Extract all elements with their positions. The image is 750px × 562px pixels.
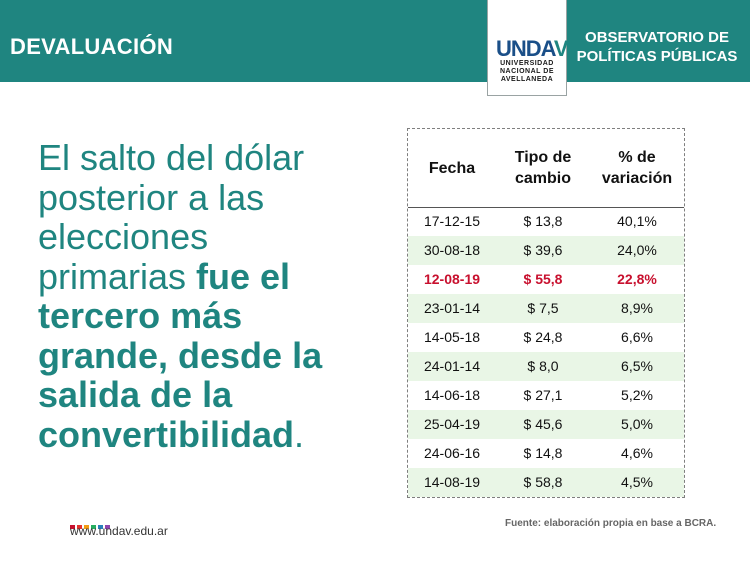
cell-variacion: 5,0% bbox=[621, 416, 653, 432]
cell-fecha: 23-01-14 bbox=[423, 300, 481, 316]
table-row: 23-01-14 $ 7,5 8,9% bbox=[408, 294, 684, 323]
cell-tipo-de-cambio: $ 55,8 bbox=[523, 271, 563, 287]
cell-fecha: 24-06-16 bbox=[423, 445, 481, 461]
table-row: 24-01-14 $ 8,0 6,5% bbox=[408, 352, 684, 381]
cell-variacion: 5,2% bbox=[621, 387, 653, 403]
cell-variacion: 4,5% bbox=[621, 474, 653, 490]
cell-tipo-de-cambio: $ 39,6 bbox=[523, 242, 563, 258]
headline-line-3: elecciones bbox=[38, 216, 209, 257]
table-row: 17-12-15 $ 13,8 40,1% bbox=[408, 207, 684, 236]
color-dot bbox=[105, 525, 110, 529]
table-row: 30-08-18 $ 39,6 24,0% bbox=[408, 236, 684, 265]
logo-line-1: UNIVERSIDAD bbox=[500, 60, 554, 67]
observatorio-line-1: OBSERVATORIO DE bbox=[585, 29, 729, 46]
cell-fecha: 30-08-18 bbox=[423, 242, 481, 258]
headline: El salto del dólar posterior a las elecc… bbox=[38, 138, 368, 454]
table-row: 14-06-18 $ 27,1 5,2% bbox=[408, 381, 684, 410]
cell-fecha: 14-05-18 bbox=[423, 329, 481, 345]
cell-tipo-de-cambio: $ 58,8 bbox=[523, 474, 563, 490]
cell-variacion: 22,8% bbox=[617, 271, 657, 287]
devaluation-table: Fecha Tipo de cambio % de variación 17-12-… bbox=[407, 128, 685, 498]
cell-tipo-de-cambio: $ 45,6 bbox=[523, 416, 563, 432]
color-dot bbox=[70, 525, 75, 529]
cell-variacion: 4,6% bbox=[621, 445, 653, 461]
logo-line-3: AVELLANEDA bbox=[500, 76, 554, 83]
headline-line-6: grande, desde la bbox=[38, 334, 323, 376]
cell-tipo-de-cambio: $ 7,5 bbox=[527, 300, 559, 316]
table-row: 14-08-19 $ 58,8 4,5% bbox=[408, 468, 684, 497]
header-tipo-de-cambio: Tipo de cambio bbox=[514, 149, 572, 187]
table-row: 14-05-18 $ 24,8 6,6% bbox=[408, 323, 684, 352]
headline-line-4: primarias fue el bbox=[38, 255, 291, 297]
cell-tipo-de-cambio: $ 8,0 bbox=[527, 358, 559, 374]
cell-variacion: 8,9% bbox=[621, 300, 653, 316]
cell-tipo-de-cambio: $ 24,8 bbox=[523, 329, 563, 345]
source-note: Fuente: elaboración propia en base a BCR… bbox=[505, 518, 717, 529]
cell-variacion: 40,1% bbox=[617, 213, 657, 229]
undav-logo: UNDAV UNIVERSIDAD NACIONAL DE AVELLANEDA bbox=[487, 0, 569, 96]
cell-tipo-de-cambio: $ 14,8 bbox=[523, 445, 563, 461]
observatorio-label: OBSERVATORIO DE POLÍTICAS PÚBLICAS bbox=[572, 28, 742, 66]
cell-variacion: 6,5% bbox=[621, 358, 653, 374]
cell-tipo-de-cambio: $ 27,1 bbox=[523, 387, 563, 403]
cell-fecha: 14-08-19 bbox=[423, 474, 481, 490]
cell-fecha: 12-08-19 bbox=[423, 271, 481, 287]
table-row: 24-06-16 $ 14,8 4,6% bbox=[408, 439, 684, 468]
headline-line-1: El salto del dólar bbox=[38, 137, 305, 178]
color-dot bbox=[84, 525, 89, 529]
cell-fecha: 25-04-19 bbox=[423, 416, 481, 432]
undav-logo-text: UNIVERSIDAD NACIONAL DE AVELLANEDA bbox=[492, 60, 562, 84]
cell-fecha: 24-01-14 bbox=[423, 358, 481, 374]
header-bar: DEVALUACIÓN OBSERVATORIO DE POLÍTICAS PÚ… bbox=[0, 0, 750, 82]
header-variacion: % de variación bbox=[601, 149, 673, 187]
cell-variacion: 6,6% bbox=[621, 329, 653, 345]
headline-line-5: tercero más bbox=[38, 295, 243, 336]
brand-color-dots bbox=[70, 516, 112, 529]
table-header: Fecha Tipo de cambio % de variación bbox=[408, 129, 684, 208]
observatorio-line-2: POLÍTICAS PÚBLICAS bbox=[576, 48, 738, 65]
headline-line-8: convertibilidad. bbox=[38, 413, 305, 455]
cell-tipo-de-cambio: $ 13,8 bbox=[523, 213, 563, 229]
headline-line-2: posterior a las bbox=[38, 176, 265, 218]
color-dot bbox=[98, 525, 103, 529]
header-fecha: Fecha bbox=[428, 159, 476, 177]
page-title: DEVALUACIÓN bbox=[10, 34, 174, 59]
table-row: 12-08-19 $ 55,8 22,8% bbox=[408, 265, 684, 294]
cell-variacion: 24,0% bbox=[617, 242, 657, 258]
color-dot bbox=[91, 525, 96, 529]
cell-fecha: 14-06-18 bbox=[423, 387, 481, 403]
cell-fecha: 17-12-15 bbox=[423, 213, 481, 229]
logo-line-2: NACIONAL DE bbox=[500, 68, 554, 75]
undav-logo-mark: UNDAV bbox=[496, 36, 569, 61]
headline-line-7: salida de la bbox=[38, 374, 233, 415]
footer-url: www.undav.edu.ar bbox=[70, 524, 168, 538]
color-dot bbox=[77, 525, 82, 529]
table-row: 25-04-19 $ 45,6 5,0% bbox=[408, 410, 684, 439]
